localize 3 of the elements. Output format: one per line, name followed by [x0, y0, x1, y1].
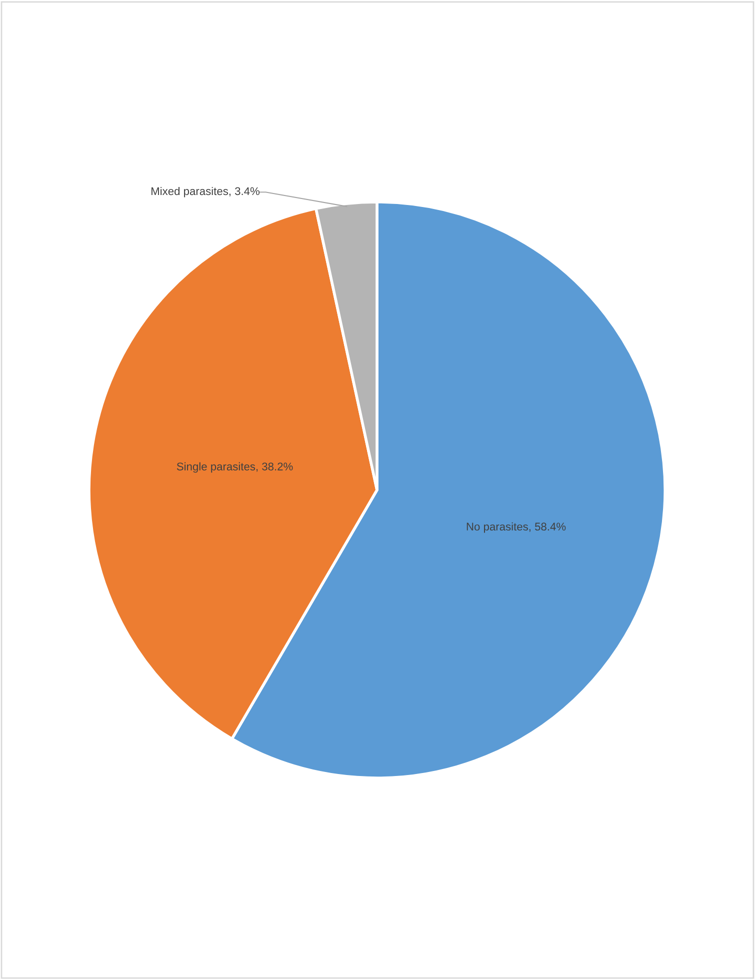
slice-label: Mixed parasites, 3.4% [152, 186, 260, 198]
slice-label: No parasites, 58.4% [466, 522, 566, 533]
slice-label: Single parasites, 38.2% [176, 462, 293, 473]
